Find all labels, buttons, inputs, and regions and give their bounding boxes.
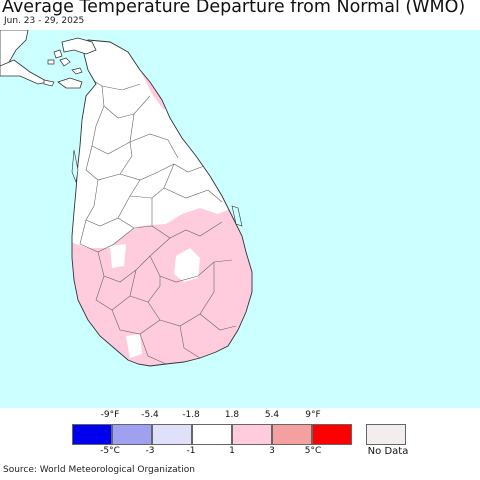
- legend-fahrenheit-tick: 1.8: [224, 410, 240, 420]
- legend-swatch: [112, 424, 152, 445]
- legend-fahrenheit-tick: -5.4: [141, 410, 159, 420]
- legend-fahrenheit-tick: 5.4: [264, 410, 280, 420]
- legend-celsius-tick: 3: [269, 446, 275, 456]
- legend-celsius-tick: 5°C: [304, 446, 322, 456]
- legend-celsius-tick: 1: [229, 446, 235, 456]
- kalpitiya-lagoon: [71, 149, 79, 184]
- legend-swatch: [72, 424, 112, 445]
- legend-fahrenheit-tick: -1.8: [182, 410, 200, 420]
- temperature-anomaly-map: [0, 30, 480, 408]
- map-title: Average Temperature Departure from Norma…: [2, 0, 466, 17]
- jaffna-islands: [47, 49, 63, 65]
- district-boundaries: [79, 75, 237, 365]
- legend-swatch: [272, 424, 312, 445]
- legend-fahrenheit-tick: 9°F: [305, 410, 321, 420]
- sri-lanka-coastline: [71, 39, 253, 367]
- adams-bridge-islands: [43, 57, 83, 87]
- date-range: Jun. 23 - 29, 2025: [4, 16, 85, 26]
- indian-coastline: [0, 30, 29, 69]
- indian-coast-peninsula: [0, 59, 50, 85]
- source-credit: Source: World Meteorological Organizatio…: [3, 465, 195, 475]
- legend-fahrenheit-tick: -9°F: [100, 410, 120, 420]
- batticaloa-lagoon: [231, 205, 243, 227]
- normal-pocket-west: [110, 244, 126, 268]
- legend: -9°F -5.4 -1.8 1.8 5.4 9°F -5°C -3 -1 1 …: [0, 408, 480, 463]
- legend-swatch: [232, 424, 272, 445]
- legend-celsius-tick: -1: [186, 446, 196, 456]
- legend-no-data-swatch: [366, 424, 406, 445]
- normal-pocket-central: [174, 248, 200, 282]
- normal-pocket-southwest: [126, 334, 142, 358]
- legend-swatch: [312, 424, 352, 445]
- legend-swatch: [152, 424, 192, 445]
- jaffna-peninsula: [61, 37, 97, 55]
- legend-swatch: [192, 424, 232, 445]
- legend-celsius-tick: -3: [145, 446, 155, 456]
- legend-celsius-tick: -5°C: [100, 446, 120, 456]
- mannar-island: [57, 77, 83, 89]
- legend-no-data-label: No Data: [367, 446, 409, 457]
